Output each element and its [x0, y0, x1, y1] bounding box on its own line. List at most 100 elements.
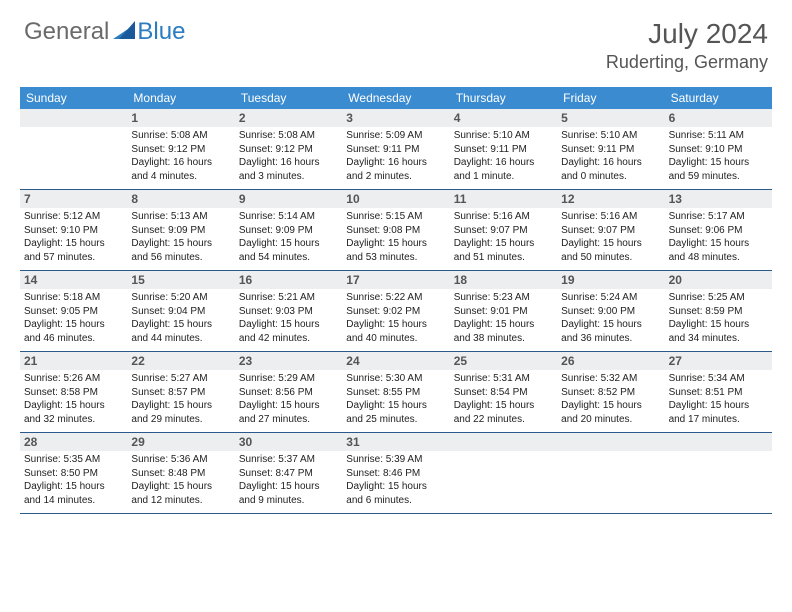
day-details: Sunrise: 5:25 AMSunset: 8:59 PMDaylight:… [669, 291, 768, 345]
day-details: Sunrise: 5:13 AMSunset: 9:09 PMDaylight:… [131, 210, 230, 264]
day-cell: 23Sunrise: 5:29 AMSunset: 8:56 PMDayligh… [235, 352, 342, 432]
day-details: Sunrise: 5:29 AMSunset: 8:56 PMDaylight:… [239, 372, 338, 426]
logo: General Blue [24, 18, 185, 46]
day-details: Sunrise: 5:23 AMSunset: 9:01 PMDaylight:… [454, 291, 553, 345]
daylight-text: Daylight: 15 hours and 14 minutes. [24, 480, 123, 507]
dow-sunday: Sunday [20, 87, 127, 109]
day-number: 9 [235, 190, 342, 208]
sunrise-text: Sunrise: 5:15 AM [346, 210, 445, 224]
day-cell: 5Sunrise: 5:10 AMSunset: 9:11 PMDaylight… [557, 109, 664, 189]
sunset-text: Sunset: 9:08 PM [346, 224, 445, 238]
title-block: July 2024 Ruderting, Germany [606, 18, 768, 73]
day-cell: 31Sunrise: 5:39 AMSunset: 8:46 PMDayligh… [342, 433, 449, 513]
daylight-text: Daylight: 15 hours and 20 minutes. [561, 399, 660, 426]
sunrise-text: Sunrise: 5:29 AM [239, 372, 338, 386]
sunset-text: Sunset: 9:01 PM [454, 305, 553, 319]
day-cell: 3Sunrise: 5:09 AMSunset: 9:11 PMDaylight… [342, 109, 449, 189]
logo-mark-icon [113, 18, 135, 46]
day-number [20, 109, 127, 127]
sunset-text: Sunset: 8:47 PM [239, 467, 338, 481]
day-cell: 17 Sunrise: 5:22 AMSunset: 9:02 PMDayligh… [342, 271, 449, 351]
day-details: Sunrise: 5:08 AMSunset: 9:12 PMDaylight:… [239, 129, 338, 183]
day-number: 28 [20, 433, 127, 451]
day-number: 16 [235, 271, 342, 289]
week-row: 28Sunrise: 5:35 AMSunset: 8:50 PMDayligh… [20, 433, 772, 514]
day-details: Sunrise: 5:20 AMSunset: 9:04 PMDaylight:… [131, 291, 230, 345]
sunset-text: Sunset: 9:07 PM [454, 224, 553, 238]
sunset-text: Sunset: 9:09 PM [239, 224, 338, 238]
day-cell: 11Sunrise: 5:16 AMSunset: 9:07 PMDayligh… [450, 190, 557, 270]
sunrise-text: Sunrise: 5:36 AM [131, 453, 230, 467]
daylight-text: Daylight: 15 hours and 25 minutes. [346, 399, 445, 426]
day-number: 7 [20, 190, 127, 208]
sunset-text: Sunset: 8:51 PM [669, 386, 768, 400]
day-number: 17 [342, 271, 449, 289]
day-details: Sunrise: 5:24 AMSunset: 9:00 PMDaylight:… [561, 291, 660, 345]
day-number: 8 [127, 190, 234, 208]
day-number: 26 [557, 352, 664, 370]
day-cell: 4Sunrise: 5:10 AMSunset: 9:11 PMDaylight… [450, 109, 557, 189]
sunset-text: Sunset: 9:09 PM [131, 224, 230, 238]
day-cell: 19 Sunrise: 5:24 AMSunset: 9:00 PMDayligh… [557, 271, 664, 351]
day-cell: 29Sunrise: 5:36 AMSunset: 8:48 PMDayligh… [127, 433, 234, 513]
dow-monday: Monday [127, 87, 234, 109]
day-details: Sunrise: 5:22 AMSunset: 9:02 PMDaylight:… [346, 291, 445, 345]
day-number: 18 [450, 271, 557, 289]
daylight-text: Daylight: 15 hours and 34 minutes. [669, 318, 768, 345]
day-number: 29 [127, 433, 234, 451]
sunset-text: Sunset: 9:05 PM [24, 305, 123, 319]
day-cell: 21Sunrise: 5:26 AMSunset: 8:58 PMDayligh… [20, 352, 127, 432]
sunset-text: Sunset: 9:00 PM [561, 305, 660, 319]
sunrise-text: Sunrise: 5:10 AM [561, 129, 660, 143]
day-cell: 10Sunrise: 5:15 AMSunset: 9:08 PMDayligh… [342, 190, 449, 270]
day-cell: 7 Sunrise: 5:12 AMSunset: 9:10 PMDaylight… [20, 190, 127, 270]
day-cell: 12Sunrise: 5:16 AMSunset: 9:07 PMDayligh… [557, 190, 664, 270]
calendar: Sunday Monday Tuesday Wednesday Thursday… [20, 87, 772, 514]
day-cell: 13Sunrise: 5:17 AMSunset: 9:06 PMDayligh… [665, 190, 772, 270]
day-cell: 8 Sunrise: 5:13 AMSunset: 9:09 PMDaylight… [127, 190, 234, 270]
sunset-text: Sunset: 9:10 PM [24, 224, 123, 238]
daylight-text: Daylight: 15 hours and 12 minutes. [131, 480, 230, 507]
day-details: Sunrise: 5:12 AMSunset: 9:10 PMDaylight:… [24, 210, 123, 264]
day-details: Sunrise: 5:10 AMSunset: 9:11 PMDaylight:… [561, 129, 660, 183]
day-details: Sunrise: 5:16 AMSunset: 9:07 PMDaylight:… [454, 210, 553, 264]
sunrise-text: Sunrise: 5:25 AM [669, 291, 768, 305]
day-number: 19 [557, 271, 664, 289]
daylight-text: Daylight: 15 hours and 9 minutes. [239, 480, 338, 507]
day-number [450, 433, 557, 451]
sunrise-text: Sunrise: 5:14 AM [239, 210, 338, 224]
sunset-text: Sunset: 8:56 PM [239, 386, 338, 400]
day-number: 3 [342, 109, 449, 127]
sunrise-text: Sunrise: 5:12 AM [24, 210, 123, 224]
daylight-text: Daylight: 15 hours and 46 minutes. [24, 318, 123, 345]
daylight-text: Daylight: 15 hours and 42 minutes. [239, 318, 338, 345]
day-number: 1 [127, 109, 234, 127]
day-number: 14 [20, 271, 127, 289]
day-cell: 28 Sunrise: 5:35 AMSunset: 8:50 PMDayligh… [20, 433, 127, 513]
sunset-text: Sunset: 9:11 PM [346, 143, 445, 157]
day-number: 12 [557, 190, 664, 208]
sunset-text: Sunset: 8:50 PM [24, 467, 123, 481]
day-details: Sunrise: 5:14 AMSunset: 9:09 PMDaylight:… [239, 210, 338, 264]
day-details: Sunrise: 5:30 AMSunset: 8:55 PMDaylight:… [346, 372, 445, 426]
sunrise-text: Sunrise: 5:35 AM [24, 453, 123, 467]
day-details: Sunrise: 5:21 AMSunset: 9:03 PMDaylight:… [239, 291, 338, 345]
day-cell: 6Sunrise: 5:11 AMSunset: 9:10 PMDaylight… [665, 109, 772, 189]
sunrise-text: Sunrise: 5:37 AM [239, 453, 338, 467]
week-row: 7 Sunrise: 5:12 AMSunset: 9:10 PMDaylight… [20, 190, 772, 271]
sunrise-text: Sunrise: 5:27 AM [131, 372, 230, 386]
sunset-text: Sunset: 8:58 PM [24, 386, 123, 400]
daylight-text: Daylight: 16 hours and 0 minutes. [561, 156, 660, 183]
day-number: 27 [665, 352, 772, 370]
day-number: 4 [450, 109, 557, 127]
day-details: Sunrise: 5:27 AMSunset: 8:57 PMDaylight:… [131, 372, 230, 426]
day-details: Sunrise: 5:17 AMSunset: 9:06 PMDaylight:… [669, 210, 768, 264]
day-details: Sunrise: 5:08 AMSunset: 9:12 PMDaylight:… [131, 129, 230, 183]
day-cell [665, 433, 772, 513]
day-number: 31 [342, 433, 449, 451]
daylight-text: Daylight: 15 hours and 40 minutes. [346, 318, 445, 345]
day-number: 22 [127, 352, 234, 370]
sunset-text: Sunset: 8:57 PM [131, 386, 230, 400]
daylight-text: Daylight: 15 hours and 17 minutes. [669, 399, 768, 426]
sunrise-text: Sunrise: 5:11 AM [669, 129, 768, 143]
